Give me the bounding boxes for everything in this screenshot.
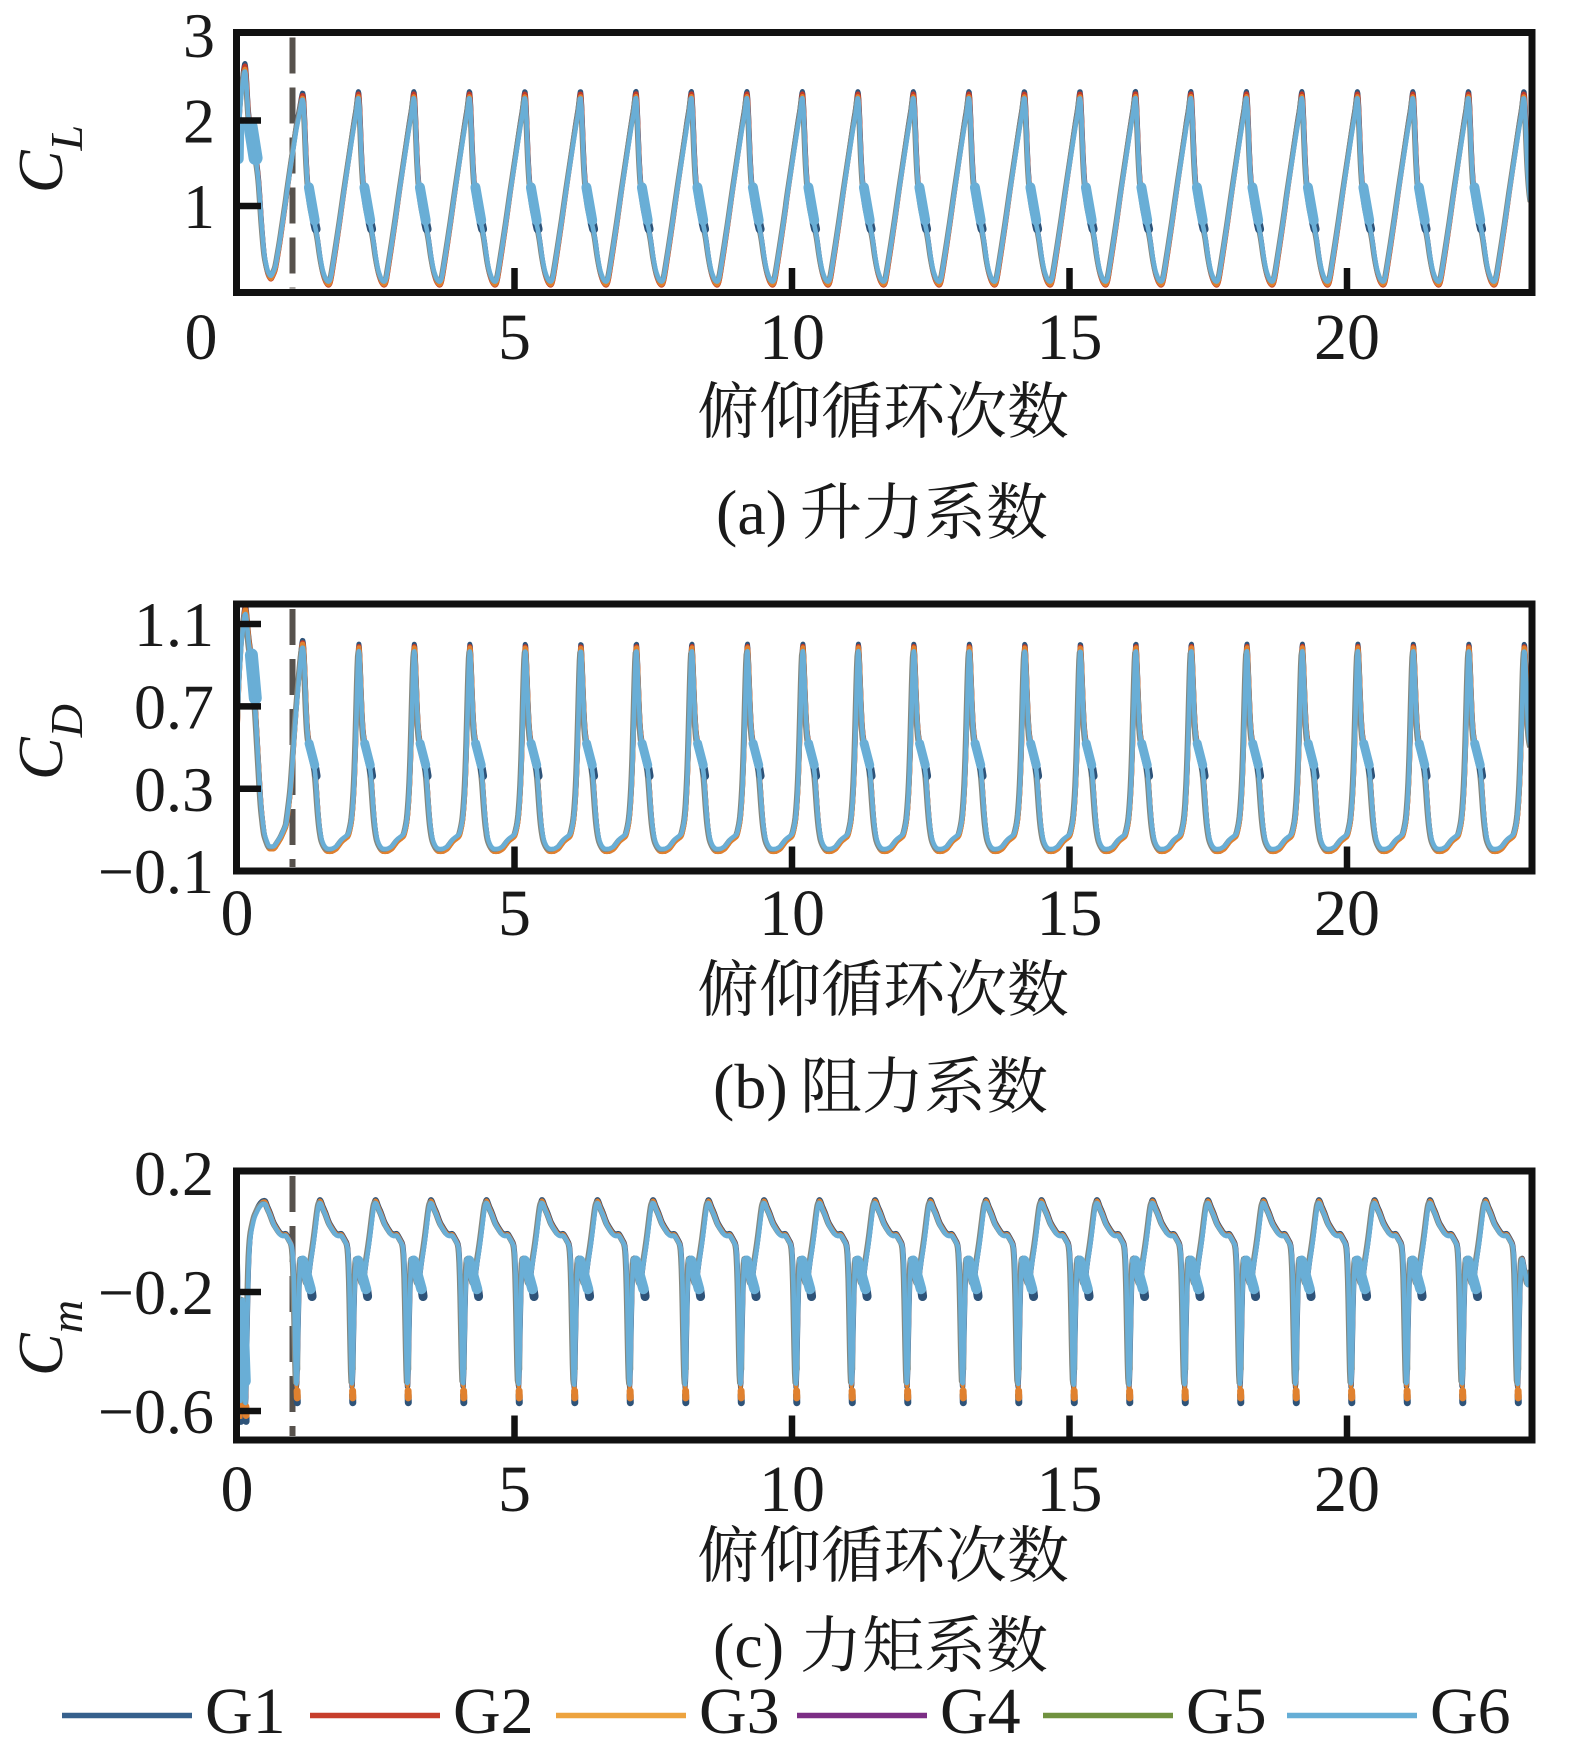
svg-text:0.2: 0.2 [134,1138,214,1209]
svg-text:G1: G1 [205,1675,286,1748]
svg-text:10: 10 [759,301,825,374]
svg-text:10: 10 [759,1453,825,1526]
svg-text:(a): (a) [716,477,787,548]
svg-text:(b): (b) [713,1051,788,1122]
svg-text:15: 15 [1037,877,1103,950]
svg-text:20: 20 [1314,301,1380,374]
svg-text:5: 5 [498,877,531,950]
svg-text:0: 0 [221,1453,254,1526]
svg-text:3: 3 [183,0,215,71]
svg-text:1: 1 [183,171,215,242]
svg-text:G4: G4 [940,1675,1021,1748]
svg-text:G5: G5 [1186,1675,1267,1748]
svg-text:0: 0 [185,301,218,374]
svg-text:10: 10 [759,877,825,950]
svg-text:20: 20 [1314,877,1380,950]
svg-text:1.1: 1.1 [134,589,214,660]
svg-text:15: 15 [1037,1453,1103,1526]
svg-text:0: 0 [221,877,254,950]
svg-text:0.3: 0.3 [134,754,214,825]
svg-text:20: 20 [1314,1453,1380,1526]
svg-text:−0.2: −0.2 [98,1257,214,1328]
svg-text:0.7: 0.7 [134,671,214,742]
svg-text:−0.6: −0.6 [98,1376,214,1447]
svg-text:G2: G2 [453,1675,534,1748]
svg-text:2: 2 [183,86,215,157]
svg-text:5: 5 [498,301,531,374]
svg-text:G6: G6 [1430,1675,1511,1748]
svg-text:(c): (c) [713,1610,784,1681]
svg-text:5: 5 [498,1453,531,1526]
svg-text:−0.1: −0.1 [98,836,214,907]
svg-text:G3: G3 [699,1675,780,1748]
svg-text:15: 15 [1037,301,1103,374]
